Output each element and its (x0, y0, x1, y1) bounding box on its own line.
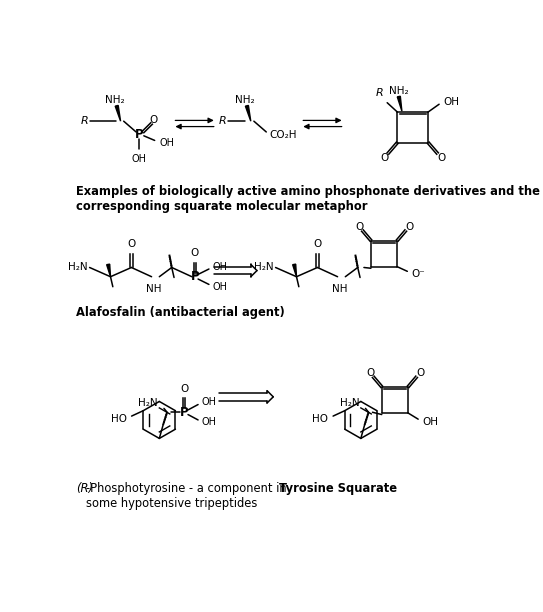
Text: NH: NH (332, 283, 348, 294)
Text: NH₂: NH₂ (389, 86, 409, 96)
Text: R: R (376, 88, 383, 98)
Polygon shape (106, 264, 110, 277)
Text: P: P (135, 128, 143, 141)
Text: O: O (366, 368, 374, 378)
Text: OH: OH (131, 154, 147, 163)
Text: H₂N: H₂N (340, 398, 359, 408)
Text: Alafosfalin (antibacterial agent): Alafosfalin (antibacterial agent) (75, 306, 285, 319)
Text: NH₂: NH₂ (235, 95, 254, 105)
Text: O: O (437, 153, 446, 163)
Text: O⁻: O⁻ (411, 269, 425, 278)
Text: OH: OH (212, 282, 227, 292)
Polygon shape (293, 264, 296, 277)
Text: O: O (406, 222, 414, 232)
Text: OH: OH (422, 417, 438, 427)
Text: HO: HO (111, 414, 127, 424)
Text: O: O (191, 248, 199, 258)
Text: OH: OH (201, 397, 216, 407)
Text: P: P (180, 406, 188, 419)
Text: O: O (150, 116, 158, 125)
Text: O: O (127, 239, 136, 249)
Text: OH: OH (443, 97, 459, 107)
Text: O: O (355, 222, 363, 232)
Text: OH: OH (159, 138, 174, 147)
Text: HO: HO (312, 414, 329, 424)
Text: O: O (381, 153, 389, 163)
Text: H₂N: H₂N (138, 398, 158, 408)
Text: O: O (313, 239, 321, 249)
Text: NH₂: NH₂ (105, 95, 124, 105)
Text: R: R (219, 116, 227, 126)
Text: Examples of biologically active amino phosphonate derivatives and the
correspond: Examples of biologically active amino ph… (75, 185, 540, 213)
Text: P: P (191, 271, 199, 283)
Text: OH: OH (212, 262, 227, 272)
Text: Tyrosine Squarate: Tyrosine Squarate (279, 482, 397, 494)
Text: O: O (180, 384, 188, 394)
Polygon shape (115, 105, 121, 121)
Text: (R): (R) (75, 482, 93, 494)
Text: R: R (81, 116, 89, 126)
Text: -Phosphotyrosine - a component in
some hypotensive tripeptides: -Phosphotyrosine - a component in some h… (86, 482, 287, 510)
Text: CO₂H: CO₂H (269, 130, 297, 140)
Text: H₂N: H₂N (68, 263, 88, 272)
Polygon shape (397, 96, 402, 111)
Text: NH: NH (146, 283, 162, 294)
Text: H₂N: H₂N (255, 263, 274, 272)
Text: O: O (416, 368, 425, 378)
Text: OH: OH (201, 417, 216, 427)
Polygon shape (245, 105, 251, 121)
